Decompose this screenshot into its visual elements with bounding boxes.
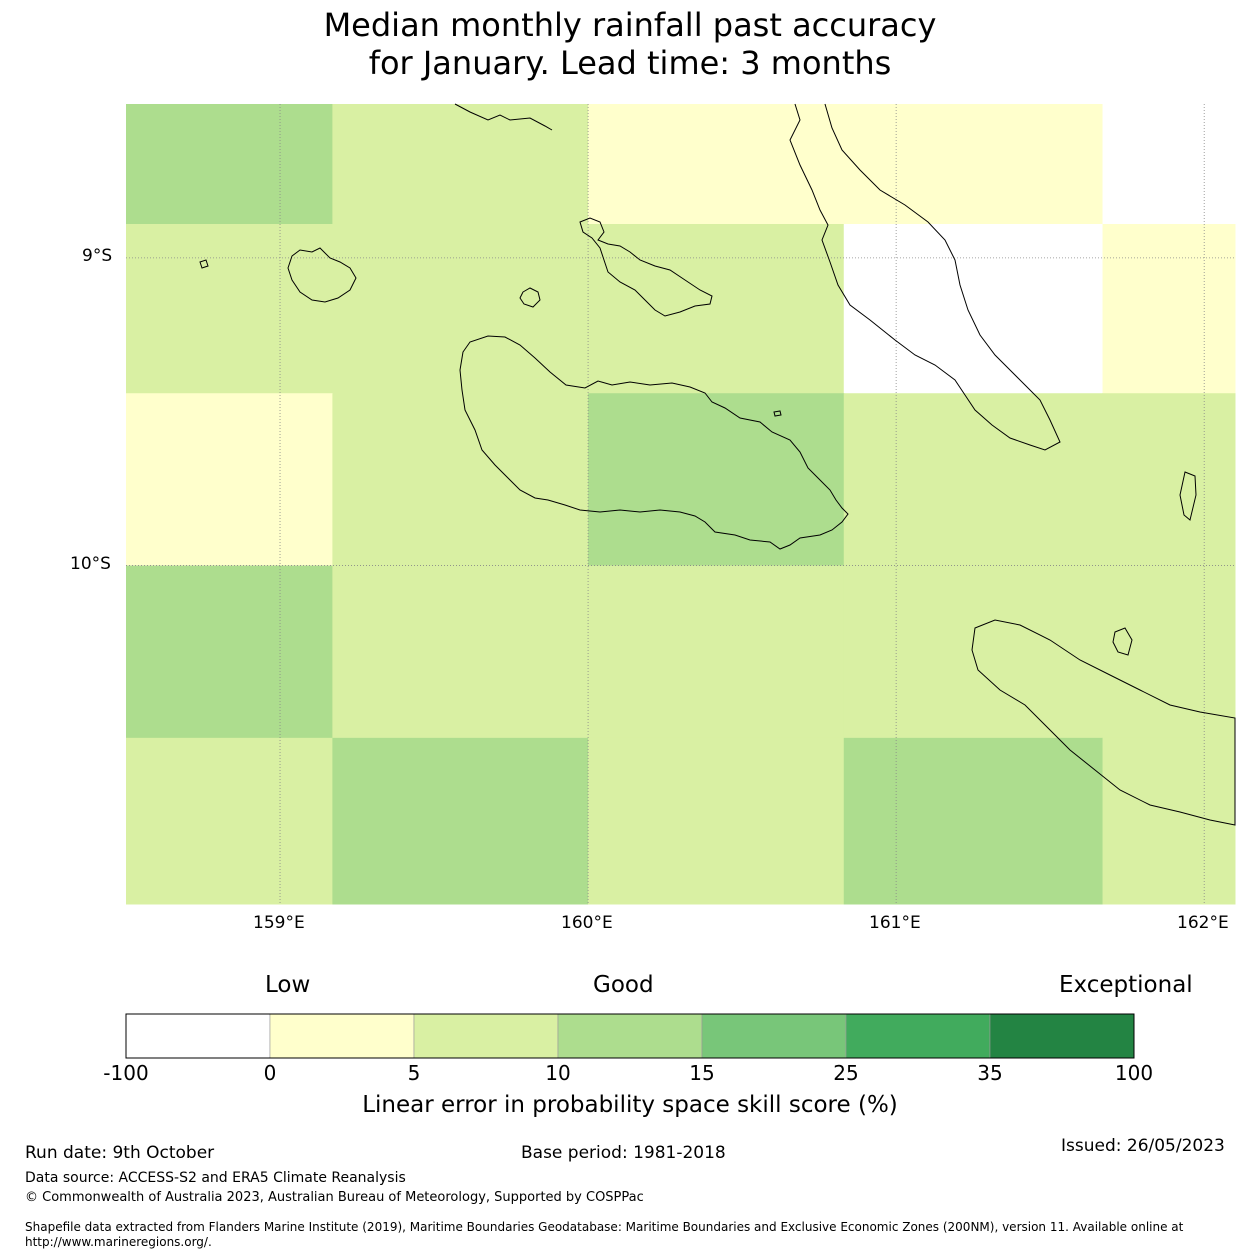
graticule	[126, 104, 1235, 904]
colorbar-tick-1: 0	[263, 1061, 277, 1085]
coastline-islet-2	[773, 410, 782, 417]
colorbar-segment	[269, 1013, 415, 1059]
skill-cell	[1102, 224, 1236, 394]
colorbar-segment	[413, 1013, 559, 1059]
copyright: © Commonwealth of Australia 2023, Austra…	[25, 1190, 644, 1205]
coastline-russell-islands	[579, 217, 713, 317]
coastline-north-islands	[454, 103, 553, 131]
lat-label-10s: 10°S	[70, 554, 111, 574]
skill-cell	[588, 565, 845, 739]
lon-label-160e: 160°E	[561, 913, 613, 933]
lon-label-162e: 162°E	[1177, 913, 1229, 933]
coastline-savo	[519, 287, 541, 308]
coastline-guadalcanal	[459, 335, 849, 550]
colorbar-segments	[125, 1013, 1135, 1059]
skill-cell	[332, 565, 589, 739]
colorbar-outline	[125, 1013, 1135, 1059]
colorbar-tick-0: -100	[103, 1061, 149, 1085]
skill-cell	[1102, 393, 1236, 567]
skill-cell	[843, 393, 1104, 567]
skill-cell	[843, 737, 1104, 905]
shapefile-credit-2: http://www.marineregions.org/.	[25, 1235, 212, 1249]
coastline-malaita	[789, 103, 1061, 451]
lon-label-159e: 159°E	[253, 913, 305, 933]
skill-cell	[332, 737, 589, 905]
title-line-1: Median monthly rainfall past accuracy	[323, 6, 937, 44]
coastline-ulawa	[1179, 471, 1197, 521]
colorbar-segment	[989, 1013, 1135, 1059]
base-period: Base period: 1981-2018	[521, 1143, 726, 1163]
skill-cell	[1102, 565, 1236, 739]
skill-cell	[588, 737, 845, 905]
data-source: Data source: ACCESS-S2 and ERA5 Climate …	[25, 1170, 406, 1186]
colorbar-tick-6: 35	[977, 1061, 1003, 1085]
coastline-ugi	[1112, 627, 1133, 656]
skill-cell	[588, 393, 845, 567]
coastline-florida-islands	[287, 247, 357, 303]
coastline-islet-1	[199, 259, 209, 269]
coastlines	[199, 103, 1236, 826]
skill-cell	[588, 104, 845, 225]
skill-cell	[332, 393, 589, 567]
colorbar-segment	[125, 1013, 271, 1059]
skill-cell	[843, 224, 1104, 394]
colorbar-word-exceptional: Exceptional	[1059, 972, 1193, 998]
skill-cell	[843, 104, 1104, 225]
colorbar-word-low: Low	[265, 972, 311, 998]
colorbar-segment	[845, 1013, 991, 1059]
colorbar-tick-7: 100	[1114, 1061, 1154, 1085]
skill-cell	[126, 224, 333, 394]
colorbar-segment	[557, 1013, 703, 1059]
coastline-makira	[971, 619, 1236, 826]
colorbar-tick-4: 15	[689, 1061, 715, 1085]
title-line-2: for January. Lead time: 3 months	[368, 44, 892, 82]
skill-cell	[126, 737, 333, 905]
chart-title: Median monthly rainfall past accuracy fo…	[0, 6, 1260, 82]
skill-cell	[332, 104, 589, 225]
colorbar-word-good: Good	[593, 972, 654, 998]
skill-cell	[1102, 104, 1236, 225]
colorbar-tick-2: 5	[407, 1061, 421, 1085]
run-date: Run date: 9th October	[25, 1143, 215, 1163]
colorbar-tick-3: 10	[545, 1061, 571, 1085]
skill-cell	[126, 104, 333, 225]
skill-cell	[126, 565, 333, 739]
colorbar-tick-5: 25	[833, 1061, 859, 1085]
colorbar-title: Linear error in probability space skill …	[362, 1092, 898, 1118]
map-panel	[126, 103, 1236, 905]
lon-label-161e: 161°E	[869, 913, 921, 933]
lat-label-9s: 9°S	[82, 246, 113, 266]
issued-date: Issued: 26/05/2023	[1061, 1136, 1225, 1156]
shapefile-credit-1: Shapefile data extracted from Flanders M…	[25, 1220, 1184, 1234]
skill-grid	[126, 104, 1236, 905]
colorbar-segment	[701, 1013, 847, 1059]
skill-cell	[843, 565, 1104, 739]
skill-cell	[126, 393, 333, 567]
